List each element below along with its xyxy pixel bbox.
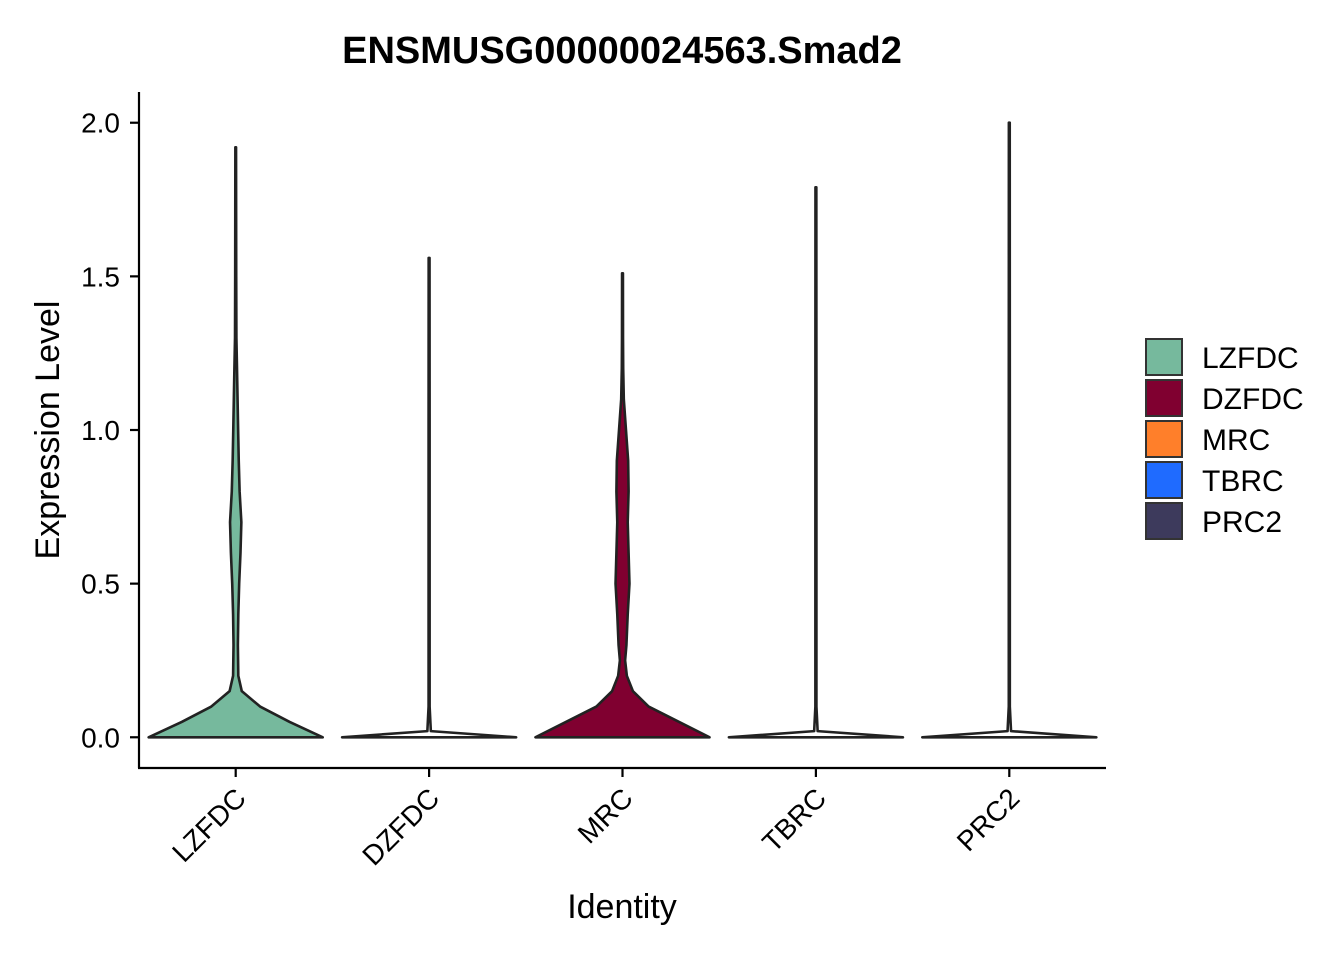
legend-label-lzfdc: LZFDC <box>1202 342 1299 375</box>
x-tick-label: TBRC <box>756 782 832 858</box>
legend-swatch-prc2 <box>1145 502 1183 540</box>
legend-swatch-lzfdc <box>1145 338 1183 376</box>
legend-label-prc2: PRC2 <box>1202 506 1282 539</box>
y-tick-label: 1.5 <box>81 261 120 292</box>
y-axis-title: Expression Level <box>29 301 67 560</box>
violin-dzfdc <box>340 256 518 739</box>
x-tick-label: LZFDC <box>166 782 252 868</box>
x-tick-label: PRC2 <box>951 782 1026 857</box>
x-ticks: LZFDC DZFDC MRC TBRC PRC2 <box>166 768 1026 871</box>
violin-mrc <box>534 271 711 739</box>
violin-prc2 <box>920 121 1098 739</box>
violin-group <box>147 121 1098 739</box>
violin-tbrc <box>727 185 905 739</box>
x-tick-label: DZFDC <box>356 782 445 871</box>
legend: LZFDC DZFDC MRC TBRC PRC2 <box>1145 338 1304 540</box>
x-axis-title: Identity <box>567 888 677 926</box>
x-tick-label: MRC <box>572 782 639 849</box>
legend-swatch-tbrc <box>1145 461 1183 499</box>
chart-title: ENSMUSG00000024563.Smad2 <box>342 30 902 72</box>
y-ticks: 0.0 0.5 1.0 1.5 2.0 <box>81 108 139 753</box>
legend-label-mrc: MRC <box>1202 424 1270 457</box>
legend-swatch-dzfdc <box>1145 379 1183 417</box>
y-tick-label: 0.5 <box>81 569 120 600</box>
y-tick-label: 1.0 <box>81 415 120 446</box>
legend-label-dzfdc: DZFDC <box>1202 383 1304 416</box>
legend-label-tbrc: TBRC <box>1202 465 1284 498</box>
legend-swatch-mrc <box>1145 420 1183 458</box>
y-tick-label: 2.0 <box>81 108 120 139</box>
violin-lzfdc <box>147 146 325 739</box>
y-tick-label: 0.0 <box>81 722 120 753</box>
